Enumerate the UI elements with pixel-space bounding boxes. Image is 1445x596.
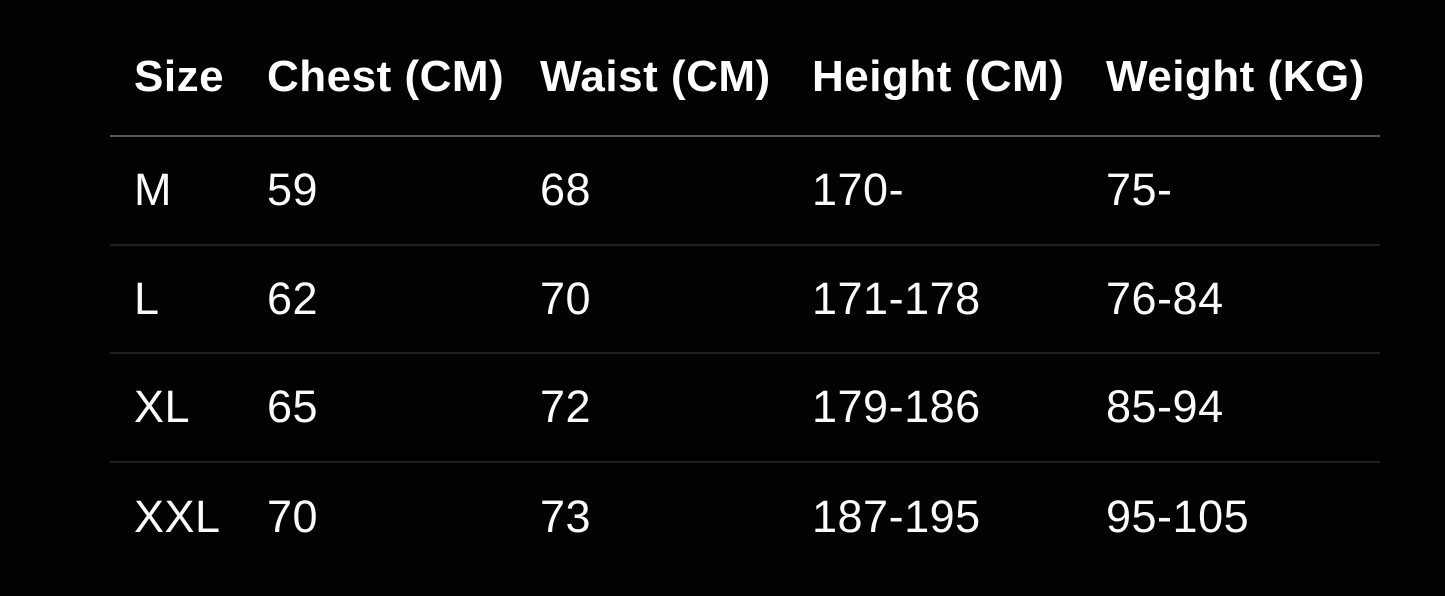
table-header-row: Size Chest (CM) Waist (CM) Height (CM) W… [110,0,1380,137]
column-header-chest: Chest (CM) [267,51,505,101]
column-header-weight: Weight (KG) [1106,51,1365,101]
table-row-xl: XL 65 72 179-186 85-94 [110,354,1380,463]
weight-cell: 75- [1106,164,1173,216]
size-cell: M [134,164,172,216]
height-cell: 179-186 [812,381,981,433]
table-row-xxl: XXL 70 73 187-195 95-105 [110,463,1380,572]
weight-cell: 85-94 [1106,381,1224,433]
waist-cell: 68 [540,164,592,216]
size-chart-table: Size Chest (CM) Waist (CM) Height (CM) W… [110,0,1380,571]
waist-cell: 73 [540,490,592,542]
chest-cell: 65 [267,381,319,433]
table-row-m: M 59 68 170- 75- [110,137,1380,246]
chest-cell: 59 [267,164,319,216]
table-row-l: L 62 70 171-178 76-84 [110,246,1380,354]
size-cell: XXL [134,490,221,542]
column-header-waist: Waist (CM) [540,51,771,101]
chest-cell: 70 [267,490,319,542]
height-cell: 170- [812,164,905,216]
column-header-size: Size [134,51,225,101]
height-cell: 171-178 [812,272,981,324]
chest-cell: 62 [267,272,319,324]
size-cell: XL [134,381,191,433]
size-cell: L [134,272,160,324]
waist-cell: 70 [540,272,592,324]
waist-cell: 72 [540,381,592,433]
weight-cell: 95-105 [1106,490,1250,542]
weight-cell: 76-84 [1106,272,1224,324]
column-header-height: Height (CM) [812,51,1065,101]
height-cell: 187-195 [812,490,981,542]
